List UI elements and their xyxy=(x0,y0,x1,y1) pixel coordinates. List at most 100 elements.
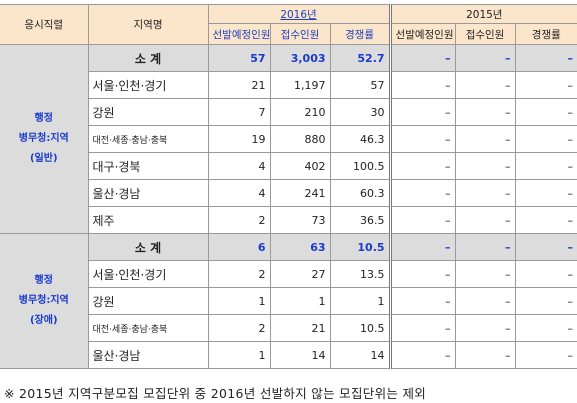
region: 소 계 xyxy=(87,233,209,261)
column-header: 선발예정인원 xyxy=(207,23,271,45)
value-cell: 30 xyxy=(329,98,392,126)
value-cell: 2 xyxy=(207,260,271,288)
value-cell: 402 xyxy=(269,152,331,180)
value-cell: – xyxy=(454,206,516,234)
value-cell: 57 xyxy=(207,44,271,72)
region: 대구·경북 xyxy=(87,152,209,180)
value-cell: – xyxy=(454,233,516,261)
value-cell: 3,003 xyxy=(269,44,331,72)
data-row: 강원 7 210 30– – – xyxy=(0,98,577,126)
region: 대전·세종·충남·충북 xyxy=(87,314,209,342)
region: 대전·세종·충남·충북 xyxy=(87,125,209,153)
value-cell: – xyxy=(454,152,516,180)
value-cell: 63 xyxy=(269,233,331,261)
value-cell: – xyxy=(514,314,577,342)
value-cell: – xyxy=(514,98,577,126)
header-cell: 응시직렬 xyxy=(0,4,89,45)
value-cell: 27 xyxy=(269,260,331,288)
year-header: 2016년 xyxy=(207,4,392,24)
value-cell: – xyxy=(389,341,456,369)
column-header: 경쟁률 xyxy=(514,23,577,45)
value-cell: – xyxy=(454,44,516,72)
value-cell: 14 xyxy=(329,341,392,369)
value-cell: – xyxy=(514,71,577,99)
value-cell: – xyxy=(514,179,577,207)
year-header: 2015년 xyxy=(389,4,577,24)
value-cell: 4 xyxy=(207,152,271,180)
region: 강원 xyxy=(87,287,209,315)
value-cell: 1 xyxy=(207,287,271,315)
value-cell: – xyxy=(389,179,456,207)
column-header: 경쟁률 xyxy=(329,23,392,45)
value-cell: 21 xyxy=(269,314,331,342)
value-cell: 2 xyxy=(207,314,271,342)
value-cell: – xyxy=(389,206,456,234)
value-cell: – xyxy=(454,314,516,342)
value-cell: – xyxy=(454,179,516,207)
header-row: 응시직렬 지역명 2016년 2015년 xyxy=(0,4,577,45)
table-body: 행정 병무청:지역 (일반) 소 계 57 3,003 52.7– – – 서울·인천·경기 21 1… xyxy=(0,44,577,369)
data-row: 서울·인천·경기 2 27 13.5– – – xyxy=(0,260,577,288)
header-row: 선발예정인원 접수인원 경쟁률 선발예정인원 접수인원 경쟁률 xyxy=(0,23,577,45)
value-cell: 10.5 xyxy=(329,314,392,342)
value-cell: – xyxy=(389,71,456,99)
value-cell: – xyxy=(389,98,456,126)
subtotal-row: 행정 병무청:지역 (장애) 소 계 6 63 10.5– – – xyxy=(0,233,577,369)
value-cell: – xyxy=(514,287,577,315)
group-label: 행정 병무청:지역 (장애) xyxy=(0,233,89,369)
data-row: 서울·인천·경기 21 1,197 57– – – xyxy=(0,71,577,99)
value-cell: 13.5 xyxy=(329,260,392,288)
value-cell: – xyxy=(454,71,516,99)
data-row: 울산·경남 4 241 60.3– – – xyxy=(0,179,577,207)
group-label-line: (장애) xyxy=(29,315,58,326)
data-row: 대구·경북 4 402 100.5– – – xyxy=(0,152,577,180)
value-cell: 1,197 xyxy=(269,71,331,99)
footnote: ※ 2015년 지역구분모집 모집단위 중 2016년 선발하지 않는 모집단위… xyxy=(4,386,427,401)
value-cell: 1 xyxy=(207,341,271,369)
value-cell: 880 xyxy=(269,125,331,153)
group-label-line: 행정 xyxy=(34,275,53,286)
data-row: 대전·세종·충남·충북 2 21 10.5– – – xyxy=(0,314,577,342)
value-cell: 60.3 xyxy=(329,179,392,207)
value-cell: 1 xyxy=(329,287,392,315)
value-cell: 36.5 xyxy=(329,206,392,234)
value-cell: – xyxy=(389,125,456,153)
region: 서울·인천·경기 xyxy=(87,260,209,288)
value-cell: 19 xyxy=(207,125,271,153)
region: 서울·인천·경기 xyxy=(87,71,209,99)
value-cell: – xyxy=(389,44,456,72)
value-cell: – xyxy=(514,206,577,234)
value-cell: 241 xyxy=(269,179,331,207)
value-cell: 57 xyxy=(329,71,392,99)
value-cell: 7 xyxy=(207,98,271,126)
group-label-line: 행정 xyxy=(34,113,53,124)
data-row: 울산·경남 1 14 14– – – xyxy=(0,341,577,369)
subtotal-row: 행정 병무청:지역 (일반) 소 계 57 3,003 52.7– – – xyxy=(0,44,577,234)
value-cell: 210 xyxy=(269,98,331,126)
value-cell: – xyxy=(514,125,577,153)
group-label-line: 병무청:지역 xyxy=(18,133,69,144)
group-label-line: (일반) xyxy=(29,153,58,164)
value-cell: – xyxy=(389,287,456,315)
column-header: 접수인원 xyxy=(269,23,331,45)
value-cell: – xyxy=(454,98,516,126)
region: 소 계 xyxy=(87,44,209,72)
value-cell: – xyxy=(514,233,577,261)
value-cell: 21 xyxy=(207,71,271,99)
value-cell: – xyxy=(389,260,456,288)
value-cell: – xyxy=(454,287,516,315)
value-cell: – xyxy=(389,233,456,261)
table-header: 응시직렬 지역명 2016년 2015년 선발예정인원 접수인원 경쟁률 선발예정인원 접수인원… xyxy=(0,4,577,45)
value-cell: – xyxy=(454,125,516,153)
value-cell: – xyxy=(514,341,577,369)
competition-table: 응시직렬 지역명 2016년 2015년 선발예정인원 접수인원 경쟁률 선발예정인원 접수인원… xyxy=(0,4,577,369)
value-cell: – xyxy=(514,44,577,72)
value-cell: 73 xyxy=(269,206,331,234)
value-cell: 6 xyxy=(207,233,271,261)
value-cell: – xyxy=(514,260,577,288)
value-cell: 52.7 xyxy=(329,44,392,72)
value-cell: 1 xyxy=(269,287,331,315)
region: 제주 xyxy=(87,206,209,234)
